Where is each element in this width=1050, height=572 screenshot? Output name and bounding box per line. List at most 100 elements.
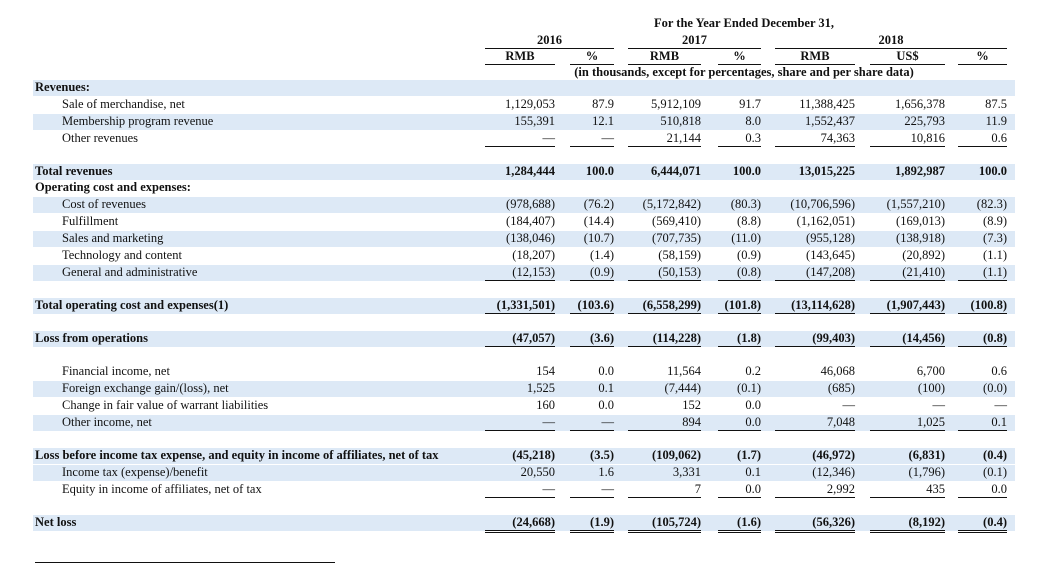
footnote-rule xyxy=(35,562,335,563)
cell: (0.4) xyxy=(958,515,1007,533)
cell: — xyxy=(994,398,1008,412)
cell: 13,015,225 xyxy=(798,164,855,178)
column-header: RMB xyxy=(485,49,555,65)
cell: (12,153) xyxy=(485,265,555,281)
cell: (0.8) xyxy=(958,331,1007,347)
cell: 20,550 xyxy=(520,465,555,479)
cell: 100.0 xyxy=(978,164,1007,178)
cell: 11,564 xyxy=(667,364,701,378)
cell: (147,208) xyxy=(775,265,855,281)
cell: (58,159) xyxy=(658,248,701,262)
cell: (56,326) xyxy=(775,515,855,533)
row-label: Cost of revenues xyxy=(62,197,147,211)
cell: (103.6) xyxy=(570,298,614,314)
column-header: % xyxy=(718,49,761,65)
cell: (11.0) xyxy=(731,231,761,245)
cell: 0.0 xyxy=(718,482,761,498)
cell: — xyxy=(485,415,555,431)
year-header: 2017 xyxy=(628,33,761,49)
row-label: Sales and marketing xyxy=(62,231,164,245)
cell: (685) xyxy=(827,381,855,395)
cell: 11.9 xyxy=(985,114,1007,128)
row-label: Loss from operations xyxy=(35,331,148,345)
column-header: % xyxy=(958,49,1007,65)
row-shade xyxy=(33,331,1015,347)
cell: 0.6 xyxy=(991,364,1007,378)
cell: (6,831) xyxy=(908,448,945,462)
cell: (1.9) xyxy=(570,515,614,533)
cell: 87.5 xyxy=(985,97,1007,111)
row-shade xyxy=(33,448,1015,464)
cell: 152 xyxy=(682,398,701,412)
cell: (101.8) xyxy=(718,298,761,314)
row-shade xyxy=(33,164,1015,180)
cell: (100) xyxy=(917,381,945,395)
cell: (10.7) xyxy=(583,231,614,245)
cell: (18,207) xyxy=(512,248,555,262)
row-label: Loss before income tax expense, and equi… xyxy=(35,448,439,462)
cell: (1,796) xyxy=(908,465,945,479)
row-shade xyxy=(33,465,1015,481)
cell: — xyxy=(570,415,614,431)
table-title: For the Year Ended December 31, xyxy=(653,16,835,30)
cell: (47,057) xyxy=(485,331,555,347)
year-header: 2018 xyxy=(775,33,1007,49)
row-shade xyxy=(33,515,1015,531)
row-shade xyxy=(33,381,1015,397)
row-label: General and administrative xyxy=(62,265,198,279)
cell: (76.2) xyxy=(583,197,614,211)
cell: 12.1 xyxy=(592,114,614,128)
row-label: Other income, net xyxy=(62,415,152,429)
cell: 100.0 xyxy=(585,164,614,178)
cell: 0.3 xyxy=(718,131,761,147)
cell: 10,816 xyxy=(870,131,945,147)
unit-note: (in thousands, except for percentages, s… xyxy=(574,65,914,79)
cell: 5,912,109 xyxy=(651,97,701,111)
cell: (14,456) xyxy=(870,331,945,347)
row-label: Total operating cost and expenses(1) xyxy=(35,298,229,312)
cell: (1.1) xyxy=(983,248,1007,262)
cell: 0.0 xyxy=(745,398,761,412)
cell: (1,162,051) xyxy=(796,214,855,228)
cell: (1.7) xyxy=(737,448,761,462)
cell: — xyxy=(842,398,856,412)
cell: (24,668) xyxy=(485,515,555,533)
cell: (1,331,501) xyxy=(485,298,555,314)
row-label: Financial income, net xyxy=(62,364,170,378)
cell: (0.9) xyxy=(570,265,614,281)
cell: 0.2 xyxy=(745,364,761,378)
cell: (169,013) xyxy=(896,214,945,228)
cell: 1,892,987 xyxy=(895,164,945,178)
cell: 1,552,437 xyxy=(805,114,855,128)
row-shade xyxy=(33,231,1015,247)
cell: 0.0 xyxy=(598,398,614,412)
cell: (3.5) xyxy=(590,448,614,462)
column-header: US$ xyxy=(870,49,945,65)
cell: 1.6 xyxy=(598,465,614,479)
cell: 1,129,053 xyxy=(505,97,555,111)
cell: (80.3) xyxy=(730,197,761,211)
cell: (21,410) xyxy=(870,265,945,281)
cell: (8.8) xyxy=(737,214,761,228)
cell: (46,972) xyxy=(812,448,855,462)
cell: (6,558,299) xyxy=(628,298,701,314)
cell: 100.0 xyxy=(732,164,761,178)
cell: (105,724) xyxy=(628,515,701,533)
year-header: 2016 xyxy=(485,33,614,49)
cell: — xyxy=(570,482,614,498)
row-label: Revenues: xyxy=(35,80,90,94)
cell: (5,172,842) xyxy=(642,197,701,211)
cell: (109,062) xyxy=(652,448,701,462)
row-label: Other revenues xyxy=(62,131,139,145)
cell: 225,793 xyxy=(904,114,945,128)
cell: (100.8) xyxy=(958,298,1007,314)
cell: (114,228) xyxy=(628,331,701,347)
column-header: RMB xyxy=(628,49,701,65)
cell: — xyxy=(485,131,555,147)
row-label: Change in fair value of warrant liabilit… xyxy=(62,398,269,412)
row-label: Operating cost and expenses: xyxy=(35,180,191,194)
cell: 0.1 xyxy=(598,381,614,395)
cell: 1,525 xyxy=(526,381,555,395)
cell: (955,128) xyxy=(806,231,855,245)
